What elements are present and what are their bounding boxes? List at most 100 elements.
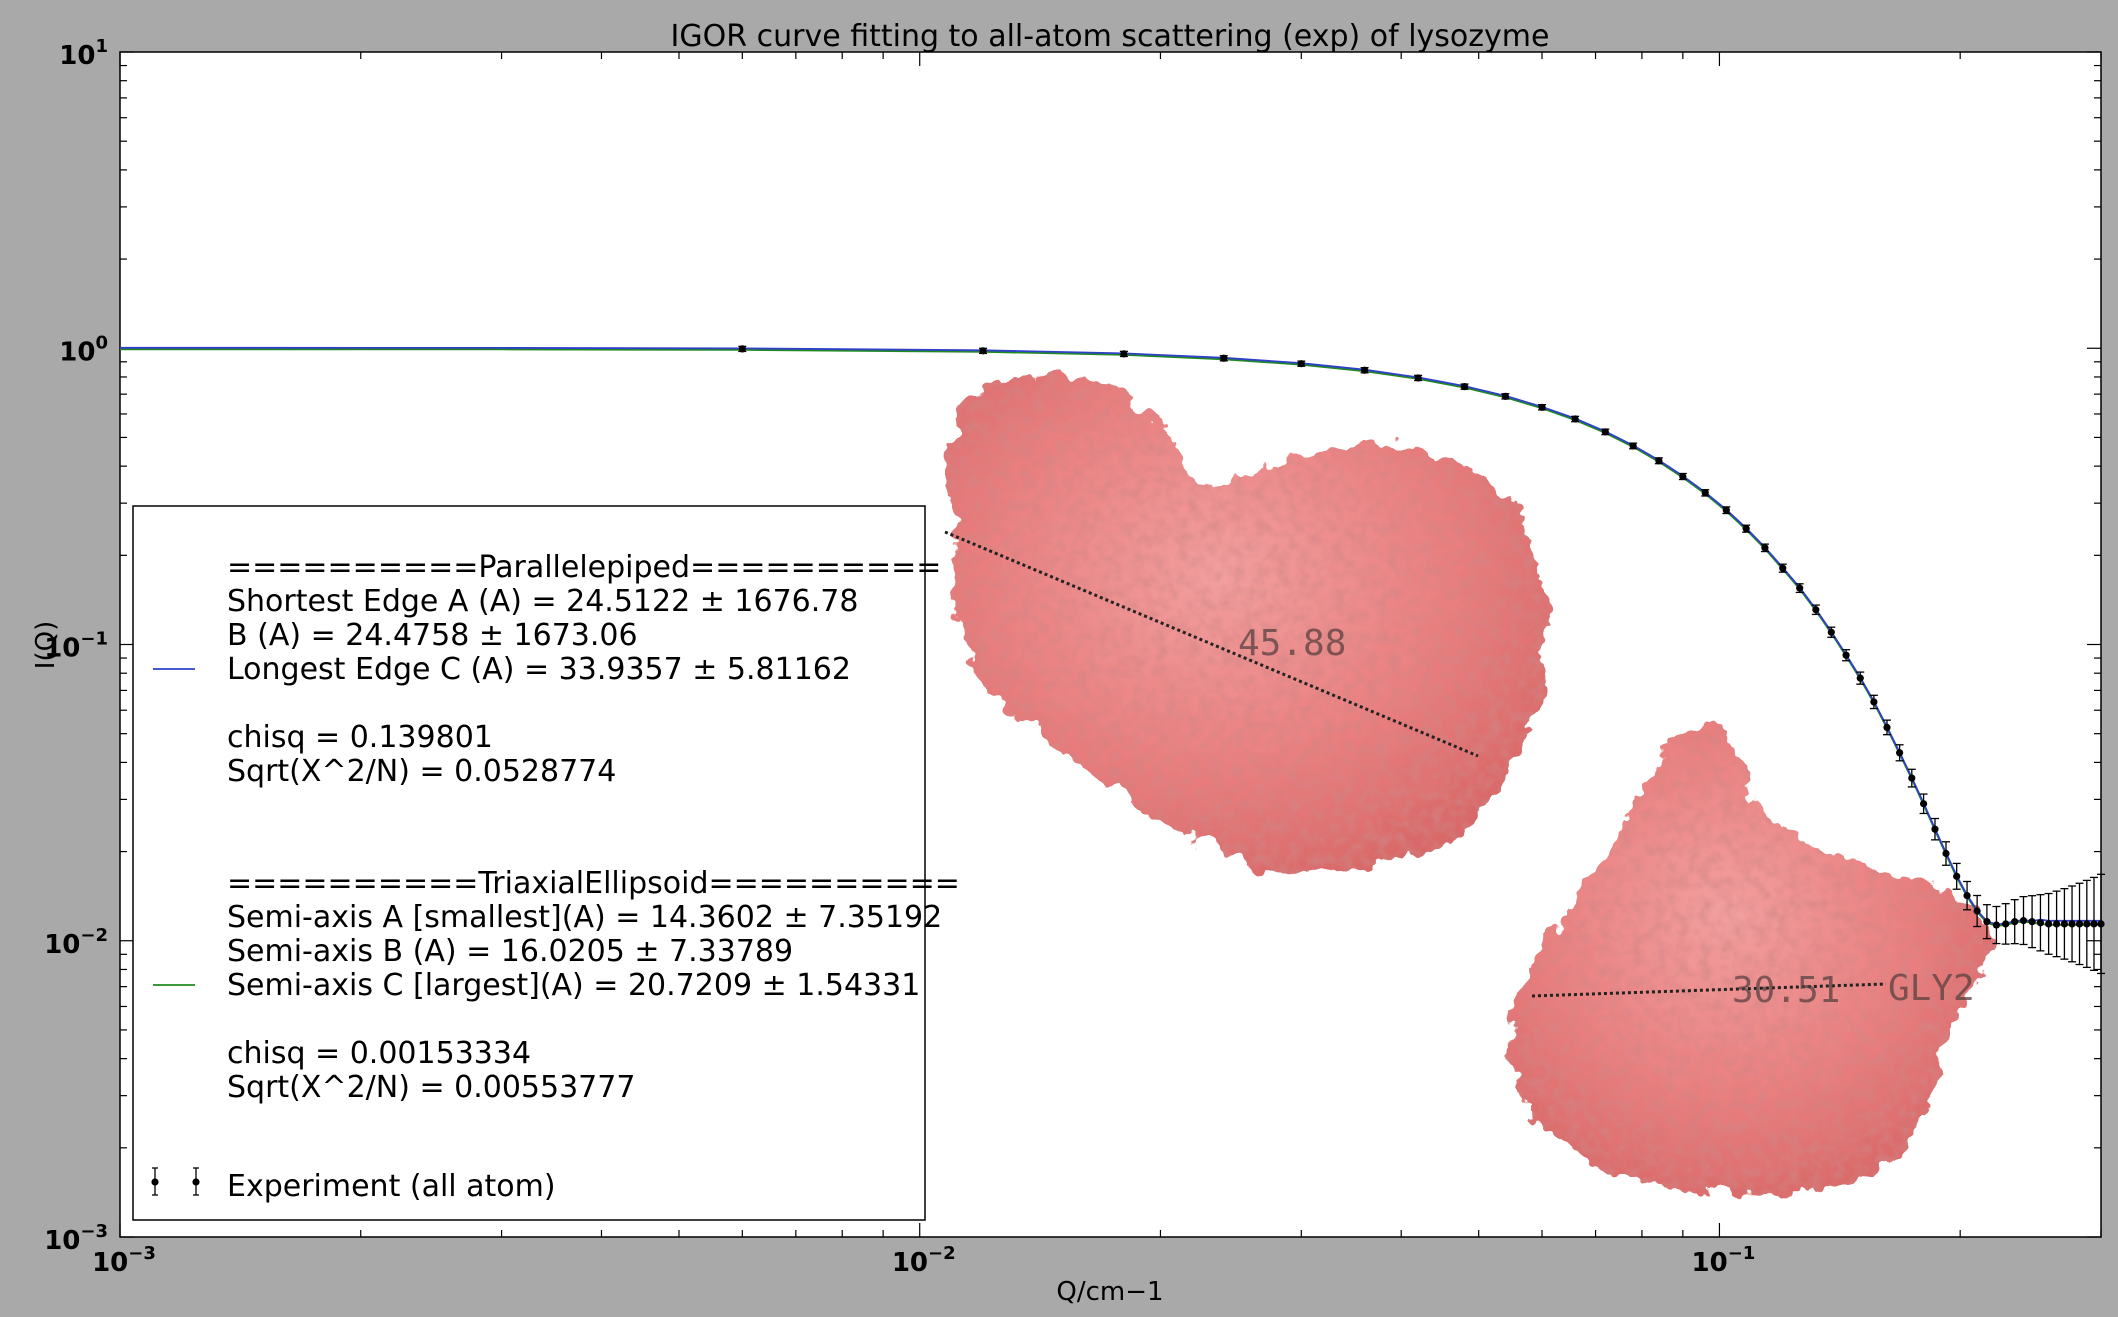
data-point [1983, 918, 1991, 926]
y-tick-label-exponent: −2 [80, 925, 108, 946]
legend-triaxial-text: Semi-axis B (A) = 16.0205 ± 7.33789 [227, 934, 793, 969]
measure-line-1 [944, 530, 1479, 758]
data-point [979, 347, 987, 355]
data-point [1460, 383, 1469, 391]
data-point [1883, 723, 1891, 732]
y-tick-label-base: 10 [44, 634, 80, 664]
y-tick-label: 100 [59, 332, 108, 367]
x-tick-label-exponent: −1 [1728, 1243, 1756, 1264]
residue-label: GLY2 [1888, 968, 1975, 1009]
data-point [2045, 920, 2053, 928]
data-point [1120, 350, 1128, 358]
data-point [1812, 606, 1820, 614]
data-point [1629, 442, 1637, 450]
parallelepiped-curve [119, 346, 2101, 926]
data-point [2019, 916, 2028, 925]
data-point [2097, 920, 2105, 928]
x-tick-label: 10−3 [92, 1243, 156, 1278]
data-point [1856, 674, 1864, 682]
data-point [2060, 920, 2069, 928]
data-point [738, 345, 746, 353]
legend-triaxial-text: Sqrt(X^2/N) = 0.00553777 [227, 1070, 635, 1105]
x-tick-label-exponent: −2 [928, 1243, 956, 1264]
measure-line-2 [1531, 982, 1887, 998]
legend: ==========Parallelepiped==========Shorte… [151, 550, 960, 1204]
legend-parallelepiped-text: Longest Edge C (A) = 33.9357 ± 5.81162 [227, 652, 851, 687]
data-point [1761, 544, 1769, 552]
data-point [1919, 800, 1928, 808]
data-point [1942, 849, 1950, 858]
data-point [2053, 920, 2061, 928]
data-point [1842, 651, 1850, 659]
data-point [1361, 366, 1369, 374]
data-point [1742, 525, 1750, 533]
lysozyme-surface-image-2 [1509, 728, 1992, 1197]
data-point [1601, 428, 1609, 436]
data-point [1973, 907, 1981, 915]
y-tick-label: 10−2 [44, 925, 108, 960]
legend-triaxial-text: ==========TriaxialEllipsoid========== [227, 866, 960, 901]
data-point [1655, 457, 1663, 465]
data-point [1679, 472, 1687, 481]
measure-label-2: 30.51 [1732, 970, 1840, 1011]
y-tick-label-exponent: −1 [80, 629, 108, 650]
data-point [1827, 628, 1835, 636]
y-tick-label: 10−3 [44, 1221, 108, 1256]
data-point [1992, 921, 2001, 929]
y-tick-label-base: 10 [59, 41, 95, 71]
data-point [2011, 918, 2019, 926]
data-point [1220, 354, 1228, 362]
legend-experiment-marker [151, 1178, 159, 1186]
experiment-points [738, 345, 2105, 975]
y-tick-label-exponent: −3 [80, 1221, 108, 1242]
x-tick-label-base: 10 [892, 1248, 928, 1278]
legend-experiment-text: Experiment (all atom) [227, 1169, 556, 1204]
measure-label-1: 45.88 [1238, 623, 1346, 664]
data-point [1796, 584, 1804, 592]
legend-parallelepiped-text: Shortest Edge A (A) = 24.5122 ± 1676.78 [227, 584, 858, 619]
y-tick-label-base: 10 [44, 1226, 80, 1256]
y-tick-label-exponent: 0 [95, 332, 108, 353]
y-axis-label: I(Q) [31, 621, 61, 669]
data-point [1571, 415, 1579, 423]
data-point [2075, 920, 2084, 928]
data-point [2002, 920, 2010, 928]
data-point [2036, 919, 2045, 927]
data-point [2090, 920, 2098, 928]
data-point [1870, 698, 1878, 706]
data-point [1414, 374, 1422, 382]
data-point [2028, 918, 2036, 926]
x-tick-label-exponent: −3 [128, 1243, 156, 1264]
legend-box [132, 505, 926, 1221]
legend-parallelepiped-text: ==========Parallelepiped========== [227, 550, 941, 585]
y-tick-label-base: 10 [59, 337, 95, 367]
fit-curves [119, 346, 2101, 927]
data-point [1963, 892, 1971, 900]
legend-triaxial-text: Semi-axis C [largest](A) = 20.7209 ± 1.5… [227, 968, 920, 1003]
axis-ticks [119, 51, 2102, 1238]
y-tick-label-exponent: 1 [95, 36, 108, 57]
legend-parallelepiped-text: Sqrt(X^2/N) = 0.0528774 [227, 754, 616, 789]
y-tick-label-base: 10 [44, 930, 80, 960]
data-point [1908, 774, 1916, 782]
data-point [1779, 564, 1787, 572]
data-point [1701, 489, 1709, 497]
lysozyme-surface-image-1 [946, 374, 1549, 875]
data-point [1931, 825, 1939, 833]
data-point [2068, 920, 2076, 928]
legend-parallelepiped-text: B (A) = 24.4758 ± 1673.06 [227, 618, 638, 653]
x-axis-label: Q/cm−1 [1056, 1277, 1163, 1307]
chart-title: IGOR curve fitting to all-atom scatterin… [671, 19, 1550, 54]
x-tick-label: 10−1 [1692, 1243, 1756, 1278]
legend-experiment-marker [192, 1178, 200, 1186]
legend-parallelepiped-text: chisq = 0.139801 [227, 720, 493, 755]
data-point [1297, 360, 1305, 368]
y-tick-label: 101 [59, 36, 108, 71]
x-tick-label-base: 10 [1692, 1248, 1728, 1278]
legend-triaxial-text: chisq = 0.00153334 [227, 1036, 531, 1071]
data-point [1538, 403, 1546, 411]
data-point [2083, 920, 2091, 928]
legend-triaxial-text: Semi-axis A [smallest](A) = 14.3602 ± 7.… [227, 900, 942, 935]
